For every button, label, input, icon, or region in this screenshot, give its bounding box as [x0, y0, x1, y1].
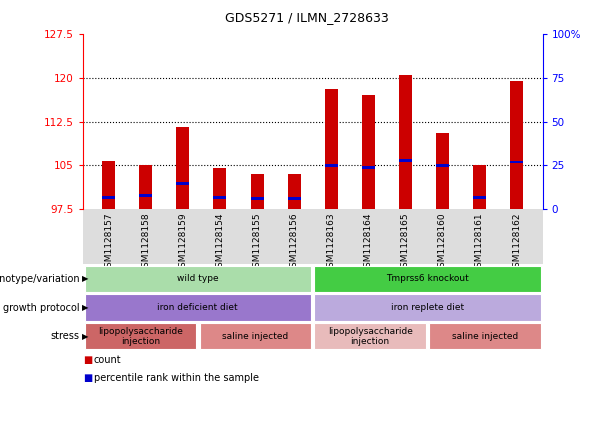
- Text: ▶: ▶: [82, 332, 88, 341]
- Bar: [436, 133, 449, 209]
- Text: GDS5271 / ILMN_2728633: GDS5271 / ILMN_2728633: [224, 11, 389, 24]
- Bar: [362, 166, 375, 169]
- Bar: [213, 168, 226, 209]
- Text: lipopolysaccharide
injection: lipopolysaccharide injection: [328, 327, 413, 346]
- Bar: [287, 174, 300, 209]
- Bar: [102, 195, 115, 198]
- Text: growth protocol: growth protocol: [3, 302, 80, 313]
- Text: Tmprss6 knockout: Tmprss6 knockout: [386, 274, 469, 283]
- Bar: [139, 165, 152, 209]
- Bar: [399, 75, 412, 209]
- Text: percentile rank within the sample: percentile rank within the sample: [94, 373, 259, 383]
- Bar: [510, 81, 523, 209]
- Bar: [436, 164, 449, 167]
- Bar: [399, 159, 412, 162]
- Text: saline injected: saline injected: [452, 332, 518, 341]
- Bar: [287, 198, 300, 201]
- Bar: [510, 160, 523, 163]
- Bar: [139, 194, 152, 197]
- Text: ■: ■: [83, 373, 92, 383]
- Bar: [177, 127, 189, 209]
- Bar: [102, 162, 115, 209]
- Bar: [325, 89, 338, 209]
- Bar: [177, 181, 189, 184]
- Bar: [325, 164, 338, 167]
- Text: saline injected: saline injected: [222, 332, 288, 341]
- Text: ▶: ▶: [82, 274, 88, 283]
- Bar: [473, 165, 486, 209]
- Bar: [362, 95, 375, 209]
- Text: ▶: ▶: [82, 303, 88, 312]
- Text: stress: stress: [51, 331, 80, 341]
- Text: ■: ■: [83, 355, 92, 365]
- Text: lipopolysaccharide
injection: lipopolysaccharide injection: [98, 327, 183, 346]
- Text: iron replete diet: iron replete diet: [391, 303, 464, 312]
- Bar: [213, 195, 226, 198]
- Text: iron deficient diet: iron deficient diet: [158, 303, 238, 312]
- Bar: [251, 198, 264, 201]
- Text: wild type: wild type: [177, 274, 218, 283]
- Bar: [251, 174, 264, 209]
- Bar: [473, 195, 486, 198]
- Text: count: count: [94, 355, 121, 365]
- Text: genotype/variation: genotype/variation: [0, 274, 80, 284]
